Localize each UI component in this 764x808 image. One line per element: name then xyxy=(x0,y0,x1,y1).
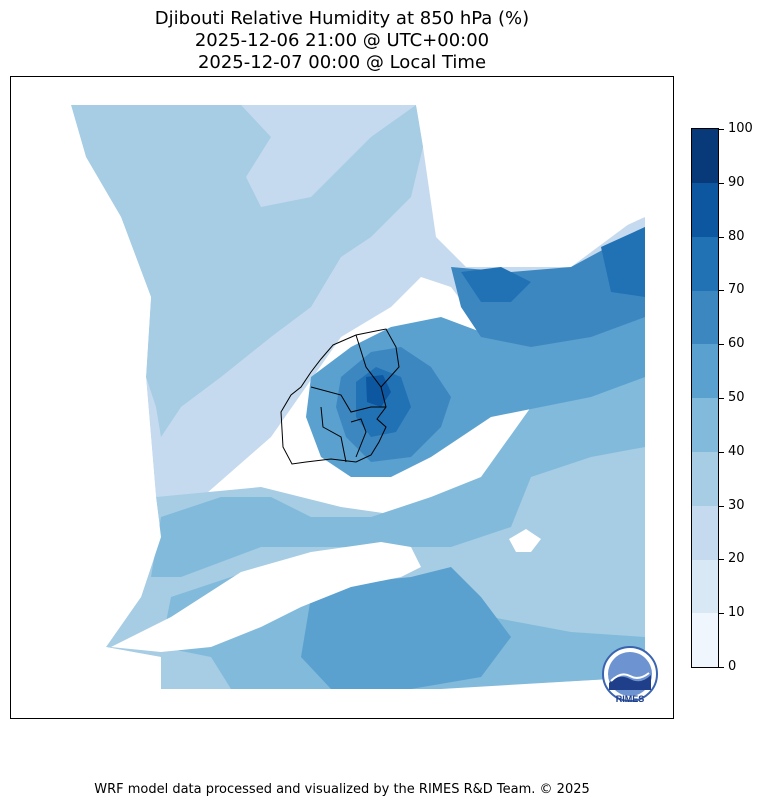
humidity-band-60-70-east xyxy=(451,227,645,347)
colorbar-segment xyxy=(692,182,718,237)
mask-west xyxy=(11,77,161,647)
border-division-4 xyxy=(350,418,367,458)
rimes-logo xyxy=(599,645,661,707)
border-division-2 xyxy=(310,386,386,413)
colorbar-tick-label: 0 xyxy=(728,659,737,674)
colorbar-segment xyxy=(692,290,718,345)
mask-gulf xyxy=(111,542,421,652)
colorbar-tick-label: 90 xyxy=(728,174,745,190)
colorbar-tick-label: 50 xyxy=(728,390,745,405)
rimes-logo-text: RIMES xyxy=(615,694,645,704)
mask-northeast xyxy=(416,105,645,262)
colorbar-segment xyxy=(692,613,718,668)
colorbar-tick-label: 40 xyxy=(728,443,745,459)
map-panel xyxy=(10,76,674,719)
colorbar-tick xyxy=(719,236,724,238)
colorbar-tick-label: 80 xyxy=(728,228,745,244)
colorbar-tick-label: 20 xyxy=(728,551,745,567)
colorbar-segment xyxy=(692,236,718,291)
colorbar-segment xyxy=(692,398,718,452)
colorbar-tick xyxy=(719,398,724,399)
colorbar xyxy=(691,128,719,668)
colorbar-segment xyxy=(692,129,718,183)
colorbar-tick-label: 30 xyxy=(728,497,745,513)
colorbar-tick-label: 70 xyxy=(728,282,745,298)
humidity-band-70-80-far-east xyxy=(601,227,645,297)
humidity-band-30-40 xyxy=(71,105,423,437)
border-outline xyxy=(280,328,400,465)
colorbar-tick xyxy=(719,559,724,561)
colorbar-tick-label: 10 xyxy=(728,605,745,621)
colorbar-tick xyxy=(719,290,724,292)
humidity-map xyxy=(11,77,673,718)
border-division-1 xyxy=(355,334,382,388)
humidity-band-70-80-east xyxy=(461,267,531,302)
colorbar-tick xyxy=(719,505,724,507)
colorbar-tick xyxy=(719,613,724,615)
footer-credit: WRF model data processed and visualized … xyxy=(94,782,590,797)
colorbar-tick-label: 100 xyxy=(728,121,753,136)
colorbar-segment xyxy=(692,344,718,399)
mask-north xyxy=(11,77,673,105)
colorbar-tick xyxy=(719,451,724,453)
mask-east xyxy=(645,77,673,718)
colorbar-segment xyxy=(692,451,718,506)
map-title: Djibouti Relative Humidity at 850 hPa (%… xyxy=(154,8,530,29)
colorbar-tick xyxy=(719,182,724,184)
colorbar-tick xyxy=(719,667,724,668)
colorbar-segment xyxy=(692,505,718,560)
colorbar-segment xyxy=(692,559,718,614)
mask-south xyxy=(11,689,673,718)
map-subtitle-local: 2025-12-07 00:00 @ Local Time xyxy=(197,52,487,73)
mask-islet xyxy=(509,529,541,552)
djibouti-borders xyxy=(280,328,400,465)
humidity-band-50-60-south xyxy=(301,567,511,689)
map-subtitle-utc: 2025-12-06 21:00 @ UTC+00:00 xyxy=(194,30,490,51)
mask-southwest xyxy=(11,647,161,689)
colorbar-tick xyxy=(719,344,724,346)
border-division-3 xyxy=(320,406,347,463)
colorbar-tick xyxy=(719,129,724,130)
colorbar-tick-label: 60 xyxy=(728,336,745,352)
humidity-band-40-50 xyxy=(151,347,645,577)
